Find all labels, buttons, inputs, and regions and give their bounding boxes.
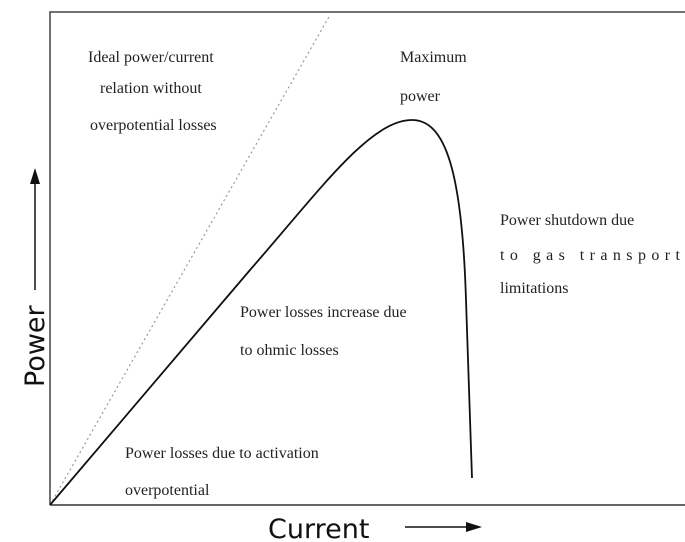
annotation: overpotential [125, 482, 210, 499]
annotation: relation without [100, 80, 202, 97]
x-axis-label: Current [268, 514, 369, 542]
annotation: to ohmic losses [240, 342, 339, 359]
ideal-line [49, 14, 331, 506]
annotation: limitations [500, 280, 568, 297]
x-arrow-head [466, 522, 482, 532]
annotation: Power losses due to activation [125, 445, 319, 462]
annotation: Maximum [400, 49, 467, 66]
annotation: to gas transport [500, 247, 681, 264]
annotation: power [400, 88, 441, 105]
y-axis-label: Power [20, 304, 51, 387]
annotation: overpotential losses [90, 117, 217, 134]
annotation: Power shutdown due [500, 212, 634, 229]
annotation: Ideal power/current [88, 49, 214, 66]
frame [49, 11, 685, 505]
annotation: Power losses increase due [240, 304, 407, 321]
y-arrow-head [30, 168, 40, 184]
power-curve [49, 119, 473, 506]
